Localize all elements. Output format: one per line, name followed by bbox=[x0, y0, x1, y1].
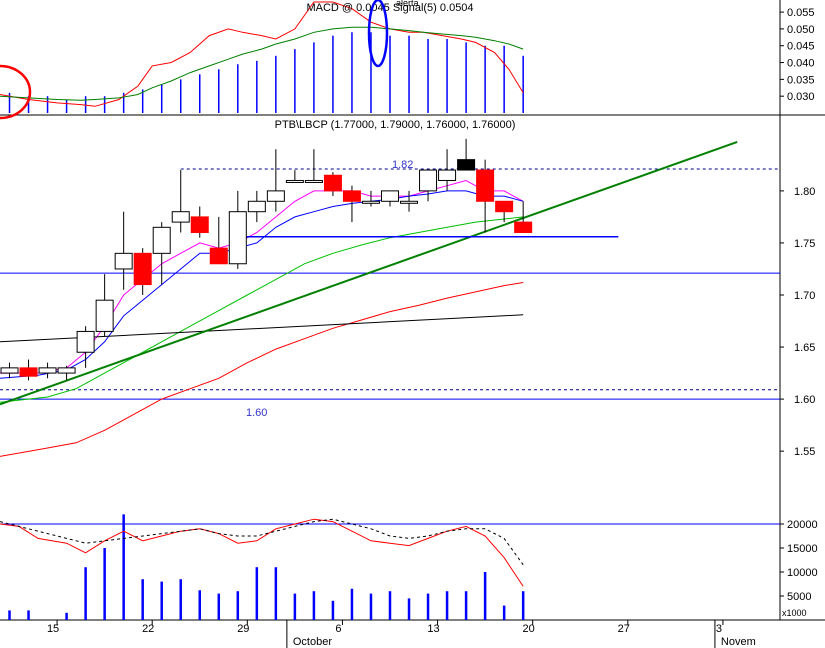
candle-body bbox=[457, 159, 476, 171]
candle-body bbox=[114, 252, 133, 270]
candle-body bbox=[0, 367, 19, 374]
candle-body bbox=[285, 179, 304, 183]
price-y-tick-label: 1.80 bbox=[794, 186, 815, 198]
candle-body bbox=[57, 367, 76, 374]
candle-body bbox=[19, 367, 38, 377]
volume-y-tick-label: 10000 bbox=[787, 567, 818, 579]
price-annotation-160: 1.60 bbox=[246, 407, 267, 419]
candle-body bbox=[95, 299, 114, 332]
candle-body bbox=[304, 179, 323, 183]
price-annotation-182: 1.82 bbox=[392, 159, 413, 171]
price-line-5 bbox=[0, 140, 738, 406]
candle-body bbox=[38, 367, 57, 374]
macd-alert-label: alerta bbox=[396, 0, 419, 8]
x-tick-label: 6 bbox=[335, 623, 341, 635]
price-line-2 bbox=[0, 216, 524, 403]
x-tick-label: 22 bbox=[142, 623, 154, 635]
macd-y-tick-label: 0.040 bbox=[787, 58, 815, 70]
x-month-label: October bbox=[293, 636, 332, 648]
price-title: PTB\LBCP (1.77000, 1.79000, 1.76000, 1.7… bbox=[275, 119, 516, 131]
macd-line-0 bbox=[0, 1, 524, 107]
x-tick-label: 13 bbox=[427, 623, 439, 635]
candle-body bbox=[419, 169, 438, 192]
macd-y-tick-label: 0.055 bbox=[787, 7, 815, 19]
alert-ellipse-red bbox=[0, 64, 32, 120]
candle-body bbox=[438, 169, 457, 181]
price-y-tick-label: 1.70 bbox=[794, 290, 815, 302]
candle-body bbox=[171, 211, 190, 223]
macd-y-tick-label: 0.050 bbox=[787, 24, 815, 36]
x-tick-label: 27 bbox=[618, 623, 630, 635]
x-tick-label: 29 bbox=[237, 623, 249, 635]
price-y-tick-label: 1.60 bbox=[794, 394, 815, 406]
alert-ellipse-blue bbox=[367, 0, 389, 68]
candle-body bbox=[266, 190, 285, 202]
candle-body bbox=[190, 216, 209, 234]
x-tick-label: 3 bbox=[716, 623, 722, 635]
macd-y-tick-label: 0.035 bbox=[787, 74, 815, 86]
price-y-tick-label: 1.75 bbox=[794, 238, 815, 250]
candle-body bbox=[361, 200, 380, 204]
candle-body bbox=[76, 330, 95, 353]
candle-body bbox=[400, 200, 419, 204]
macd-y-tick-label: 0.030 bbox=[787, 91, 815, 103]
price-y-tick-label: 1.55 bbox=[794, 446, 815, 458]
volume-line-1 bbox=[0, 518, 524, 566]
price-line-1 bbox=[0, 190, 524, 379]
candle-body bbox=[228, 211, 247, 265]
x-tick-label: 20 bbox=[523, 623, 535, 635]
volume-line-0 bbox=[0, 518, 524, 587]
candle-body bbox=[342, 190, 361, 202]
candle-body bbox=[247, 200, 266, 213]
x-tick-label: 15 bbox=[47, 623, 59, 635]
candle-body bbox=[133, 252, 152, 286]
candle-body bbox=[495, 200, 514, 213]
candle-body bbox=[323, 174, 342, 192]
candle-body bbox=[514, 221, 533, 234]
candle-body bbox=[152, 226, 171, 254]
candle-body bbox=[381, 190, 399, 202]
macd-title: MACD @ 0.0045 Signal(5) 0.0504 bbox=[306, 2, 473, 14]
price-line-3 bbox=[0, 282, 524, 457]
x-month-label: Novem bbox=[721, 636, 756, 648]
macd-line-1 bbox=[0, 26, 524, 101]
price-y-tick-label: 1.65 bbox=[794, 342, 815, 354]
candle-body bbox=[476, 169, 495, 202]
volume-y-tick-label: 5000 bbox=[787, 591, 811, 603]
volume-y-tick-label: 20000 bbox=[787, 519, 818, 531]
macd-y-tick-label: 0.045 bbox=[787, 41, 815, 53]
volume-y-tick-label: 15000 bbox=[787, 543, 818, 555]
candle-body bbox=[209, 247, 228, 265]
volume-axis-note: x1000 bbox=[782, 608, 807, 618]
